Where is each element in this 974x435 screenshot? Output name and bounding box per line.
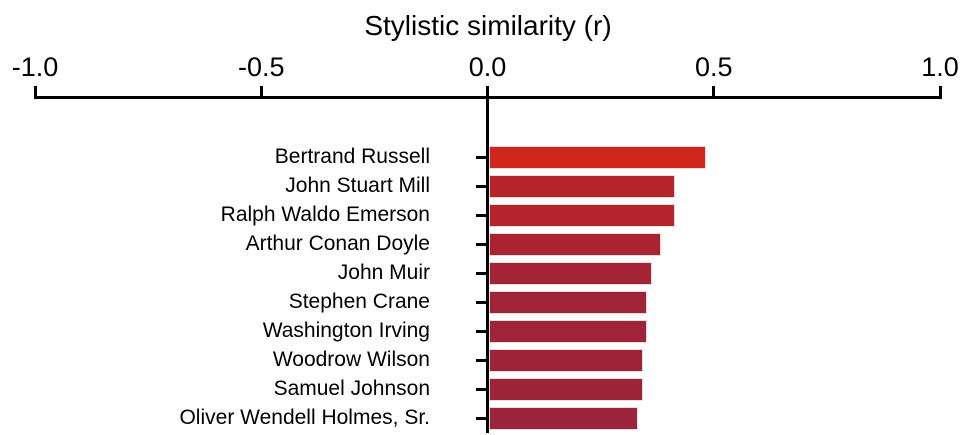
bar	[489, 319, 647, 343]
bar	[489, 203, 675, 227]
bar	[489, 232, 661, 256]
y-axis-tick-mark	[476, 213, 487, 217]
y-axis-tick-mark	[476, 155, 487, 159]
category-label: Stephen Crane	[288, 290, 430, 313]
y-axis-tick-mark	[476, 300, 487, 304]
y-axis-tick-mark	[476, 271, 487, 275]
x-axis-tick-label: -0.5	[237, 52, 285, 82]
x-axis-tick-mark	[486, 86, 489, 97]
y-axis-tick-mark	[476, 242, 487, 246]
category-label: Oliver Wendell Holmes, Sr.	[179, 406, 430, 429]
x-axis-tick-mark	[259, 86, 263, 97]
bar	[489, 348, 643, 372]
chart-title: Stylistic similarity (r)	[364, 10, 612, 41]
y-axis-tick-mark	[476, 416, 487, 420]
x-axis-tick-mark	[712, 86, 716, 97]
bar	[489, 377, 643, 401]
bar	[489, 145, 706, 169]
category-label: Arthur Conan Doyle	[245, 232, 430, 255]
zero-baseline	[486, 86, 489, 433]
category-label: John Muir	[337, 261, 430, 284]
x-axis-tick-label: 0.0	[468, 52, 507, 82]
category-label: Ralph Waldo Emerson	[220, 203, 430, 226]
category-label: Woodrow Wilson	[272, 348, 430, 371]
bar	[489, 174, 675, 198]
bar	[489, 290, 647, 314]
category-label: Samuel Johnson	[273, 377, 430, 400]
x-axis-tick-mark	[33, 86, 37, 97]
y-axis-tick-mark	[476, 329, 487, 333]
category-label: Washington Irving	[262, 319, 430, 342]
x-axis-tick-mark	[938, 86, 942, 97]
y-axis-tick-mark	[476, 387, 487, 391]
x-axis-tick-label: 0.5	[694, 52, 733, 82]
category-label: Bertrand Russell	[274, 145, 430, 168]
bar	[489, 406, 638, 430]
x-axis-tick-label: 1.0	[921, 52, 959, 82]
y-axis-tick-mark	[476, 358, 487, 362]
y-axis-tick-mark	[476, 184, 487, 188]
category-label: John Stuart Mill	[285, 174, 430, 197]
x-axis-tick-label: -1.0	[11, 52, 59, 82]
bar	[489, 261, 652, 285]
